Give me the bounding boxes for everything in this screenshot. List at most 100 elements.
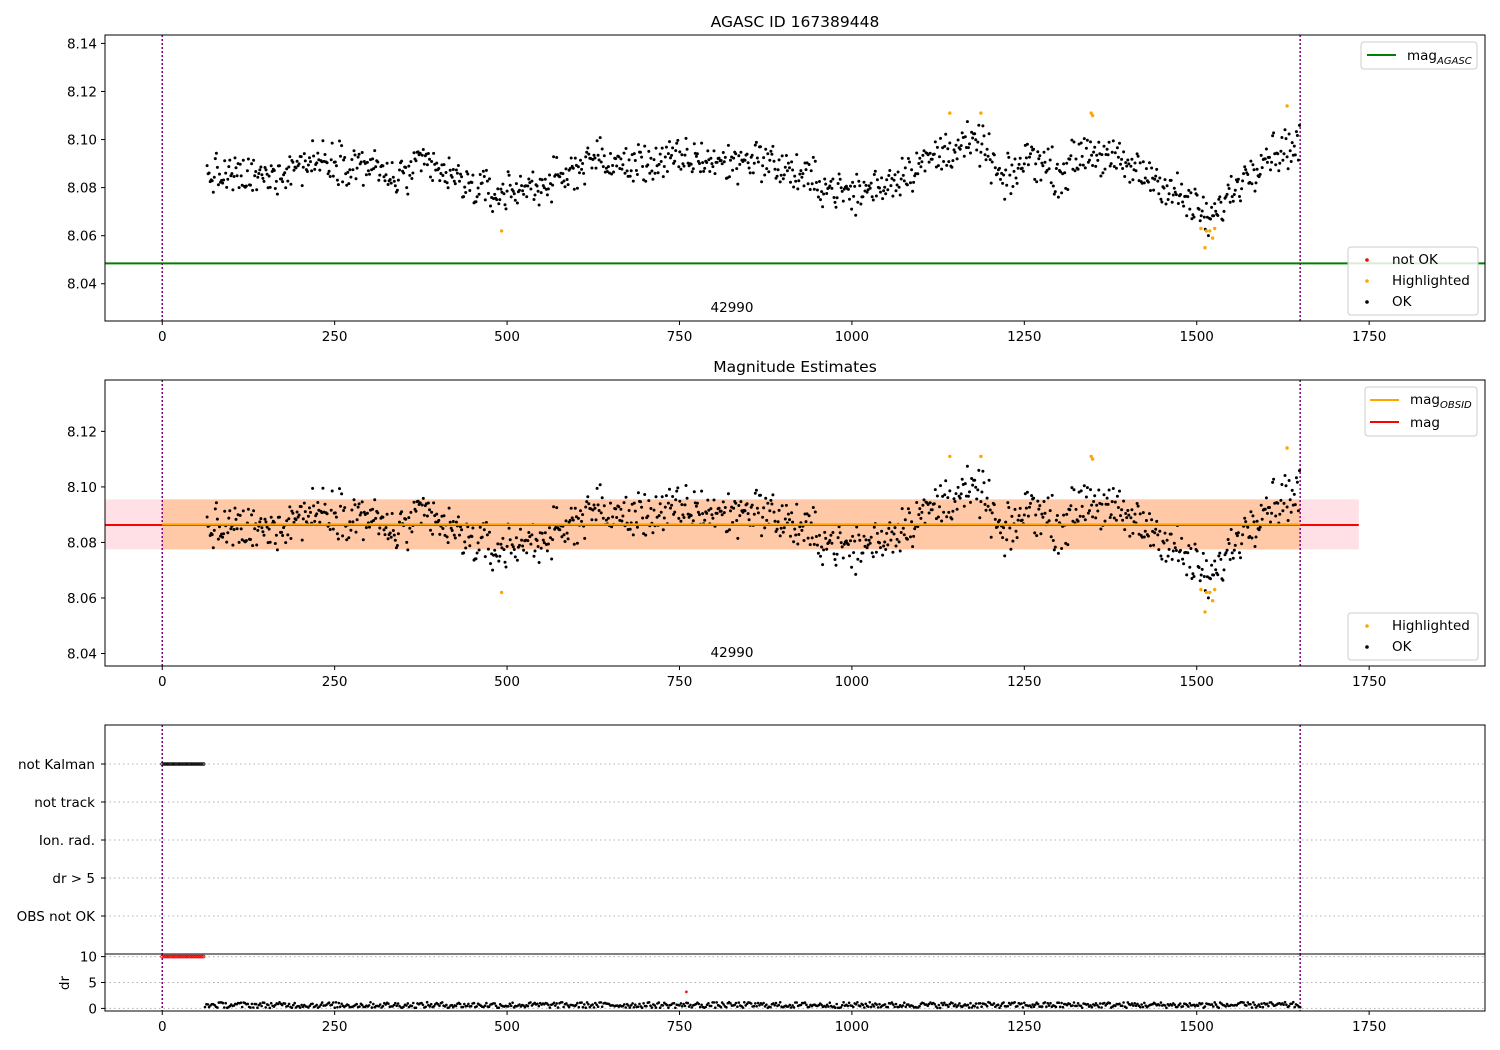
ok-point xyxy=(305,170,309,173)
ok-point xyxy=(1052,548,1056,552)
ok-point xyxy=(632,152,636,156)
dr-point xyxy=(755,1005,758,1008)
ok-point xyxy=(1129,516,1133,520)
ok-point xyxy=(908,511,911,515)
y-tick-label: 8.10 xyxy=(67,480,97,496)
ok-point xyxy=(767,170,771,174)
ok-point xyxy=(700,141,704,145)
ok-point xyxy=(611,164,615,167)
ok-point xyxy=(330,489,334,493)
ok-point xyxy=(1210,205,1214,209)
ok-point xyxy=(891,550,895,554)
ok-point xyxy=(999,531,1002,535)
ok-point xyxy=(1239,556,1242,560)
ok-point xyxy=(875,531,879,535)
not-kalman-point xyxy=(188,762,192,766)
dr-point xyxy=(1249,1002,1252,1006)
ok-point xyxy=(683,503,687,507)
ok-point xyxy=(289,182,293,186)
dr-point xyxy=(1060,1001,1063,1005)
ok-point xyxy=(1252,520,1256,524)
ok-point xyxy=(720,162,724,166)
ok-point xyxy=(893,526,897,530)
ok-point xyxy=(880,529,884,533)
ok-point xyxy=(321,139,325,143)
ok-point xyxy=(385,512,389,516)
ok-point xyxy=(210,533,214,537)
ok-point xyxy=(484,168,488,172)
ok-point xyxy=(782,526,786,530)
ok-point xyxy=(572,187,576,191)
ok-point xyxy=(421,148,425,151)
ok-point xyxy=(789,534,792,538)
ok-point xyxy=(421,496,425,500)
ok-point xyxy=(944,132,948,136)
dr-point xyxy=(565,1002,568,1005)
ok-point xyxy=(213,507,217,511)
ok-point xyxy=(1142,535,1146,539)
ok-point xyxy=(1192,575,1196,578)
ok-point xyxy=(438,179,442,183)
ok-point xyxy=(1096,509,1100,513)
dr-point xyxy=(839,1006,843,1009)
ok-point xyxy=(865,546,869,550)
ok-point xyxy=(644,533,648,537)
ok-point xyxy=(353,153,357,157)
ok-point xyxy=(519,527,522,531)
ok-point xyxy=(1032,147,1036,151)
ok-point xyxy=(965,120,969,124)
ok-point xyxy=(930,508,934,512)
dr-point xyxy=(268,1006,272,1010)
ok-point xyxy=(699,170,702,174)
ok-point xyxy=(600,496,604,500)
ok-point xyxy=(780,154,784,158)
ok-point xyxy=(1241,533,1245,537)
ok-point xyxy=(265,525,269,529)
dr-point xyxy=(576,1001,579,1005)
ok-point xyxy=(310,169,314,173)
dr-point xyxy=(974,1002,978,1005)
ok-point xyxy=(859,202,863,206)
ok-point xyxy=(1270,160,1274,164)
ok-point xyxy=(968,142,971,146)
ok-point xyxy=(670,503,674,507)
not-kalman-point xyxy=(160,762,165,766)
dr-point xyxy=(509,1004,513,1008)
ok-point xyxy=(940,519,944,523)
ok-point xyxy=(958,496,962,500)
ok-point xyxy=(518,188,521,192)
y-tick-label: 8.14 xyxy=(67,36,97,52)
ok-point xyxy=(604,518,608,522)
ok-point xyxy=(1101,171,1105,175)
ok-point xyxy=(447,156,451,160)
ok-point xyxy=(1175,171,1179,175)
ok-point xyxy=(1242,172,1246,176)
ok-point xyxy=(977,468,981,472)
dr-point xyxy=(892,1003,895,1006)
ok-point xyxy=(1185,573,1189,577)
ok-point xyxy=(543,531,547,535)
ok-point xyxy=(414,509,418,513)
ok-point xyxy=(446,186,450,190)
ok-point xyxy=(880,176,884,180)
ok-point xyxy=(990,511,994,515)
dr-point xyxy=(970,1006,974,1009)
dr-point xyxy=(658,1006,662,1009)
ok-point xyxy=(918,507,922,511)
ok-point xyxy=(815,188,819,192)
ok-point xyxy=(853,539,857,543)
x-tick-label: 0 xyxy=(158,1019,167,1035)
x-tick-label: 1750 xyxy=(1352,1019,1386,1035)
ok-point xyxy=(764,496,768,500)
ok-point xyxy=(930,157,934,161)
ok-point xyxy=(215,165,219,169)
ok-point xyxy=(885,531,889,535)
ok-point xyxy=(872,173,876,176)
ok-point xyxy=(791,520,795,524)
ok-point xyxy=(234,517,238,521)
ok-point xyxy=(389,181,393,185)
ok-point xyxy=(1024,156,1028,160)
dr-point xyxy=(554,1004,557,1007)
ok-point xyxy=(452,179,456,183)
dr-point xyxy=(223,1006,226,1009)
